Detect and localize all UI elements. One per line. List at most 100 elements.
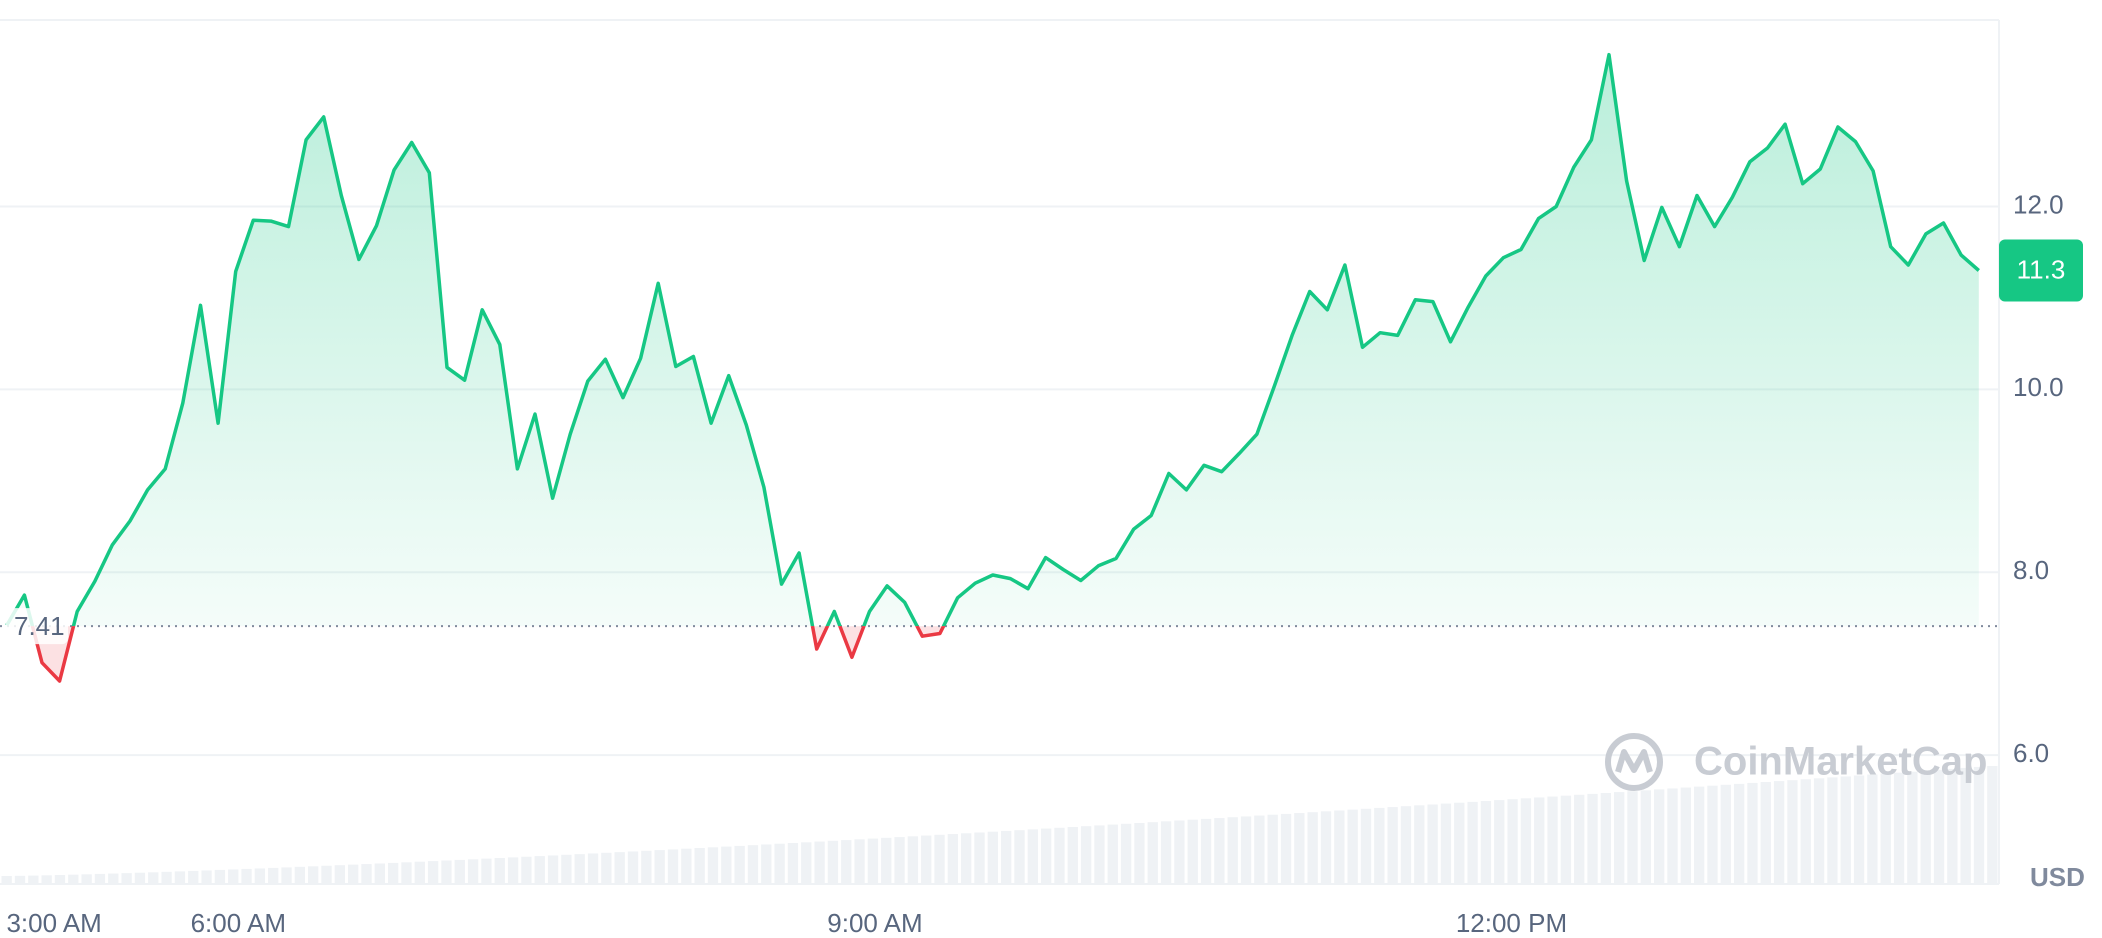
volume-bar — [1054, 827, 1065, 884]
volume-bar — [614, 852, 625, 884]
volume-bar — [1733, 783, 1745, 884]
volume-bar — [214, 869, 226, 884]
volume-bar — [1307, 812, 1318, 884]
volume-bar — [1494, 800, 1505, 884]
watermark: CoinMarketCap — [1694, 740, 1987, 784]
volume-bar — [361, 864, 372, 884]
volume-bar — [1534, 797, 1545, 884]
volume-bar — [374, 863, 385, 884]
volume-bar — [534, 856, 545, 884]
volume-bar — [1640, 790, 1652, 884]
volume-bar — [1267, 814, 1278, 884]
volume-bar — [134, 872, 146, 884]
volume-bar — [827, 840, 839, 884]
volume-bar — [14, 875, 26, 884]
volume-bar — [294, 866, 306, 884]
volume-bar — [1760, 782, 1771, 884]
volume-bar — [188, 870, 199, 884]
baseline-label: 7.41 — [14, 611, 65, 641]
volume-bar — [1480, 800, 1492, 884]
area-down — [32, 626, 944, 681]
price-tag — [1999, 239, 2083, 302]
volume-bar — [1840, 776, 1851, 884]
baseline-label-bg — [6, 608, 68, 645]
volume-bar — [1440, 803, 1452, 884]
volume-bar — [1600, 792, 1612, 884]
volume-bar — [148, 872, 159, 884]
volume-bar — [1853, 775, 1865, 884]
volume-bar — [854, 839, 865, 884]
volume-bar — [587, 853, 599, 884]
volume-bar — [334, 865, 345, 884]
volume-bar — [1933, 769, 1945, 884]
volume-bar — [814, 841, 825, 884]
volume-bar — [894, 837, 905, 884]
volume-bar — [747, 845, 759, 884]
volume-bar — [1001, 830, 1012, 884]
volume-bar — [1187, 819, 1198, 884]
volume-bar — [1454, 802, 1465, 884]
watermark-logo — [1605, 733, 1663, 791]
volume-bar — [254, 868, 266, 884]
volume-bar — [1520, 798, 1532, 884]
volume-bar — [54, 875, 66, 884]
volume-bar — [308, 866, 319, 884]
volume-bar — [1227, 817, 1238, 884]
volume-bar — [841, 840, 852, 884]
volume-bar — [1893, 772, 1905, 884]
volume-bar — [1427, 804, 1438, 884]
volume-bar — [707, 847, 719, 884]
volume-bar — [1507, 799, 1518, 884]
volume-bar — [1987, 766, 1998, 884]
currency-label: USD — [2030, 862, 2085, 892]
volume-bar — [507, 857, 519, 884]
x-tick-label: 6:00 AM — [191, 908, 286, 938]
volume-bar — [627, 851, 639, 884]
volume-bar — [961, 833, 972, 884]
volume-bar — [947, 834, 959, 884]
volume-bar — [1014, 830, 1025, 884]
area-up — [6, 54, 1979, 627]
volume-bar — [347, 864, 359, 884]
volume-bar — [1067, 826, 1078, 884]
volume-bar — [641, 850, 652, 884]
volume-bar — [121, 873, 132, 884]
volume-bar — [108, 873, 119, 884]
y-tick-label: 6.0 — [2013, 738, 2049, 768]
volume-bar — [1654, 789, 1665, 884]
volume-bar — [881, 837, 892, 884]
volume-bar — [1614, 792, 1625, 884]
volume-bar — [1280, 813, 1292, 884]
volume-bar — [1214, 818, 1225, 884]
volume-bar — [1787, 780, 1798, 884]
volume-bar — [1, 876, 12, 884]
volume-bar — [68, 874, 79, 884]
volume-bar — [1680, 787, 1691, 884]
volume-bar — [667, 849, 679, 884]
volume-bar — [547, 855, 559, 884]
volume-bar — [268, 867, 279, 884]
volume-bar — [1813, 778, 1825, 884]
y-tick-label: 12.0 — [2013, 189, 2064, 219]
volume-bar — [427, 861, 439, 884]
price-tag-label: 11.3 — [2017, 254, 2066, 284]
volume-bar — [467, 859, 479, 884]
volume-bar — [974, 832, 985, 884]
volume-bar — [1800, 779, 1811, 884]
volume-bar — [1907, 771, 1918, 884]
volume-bar — [654, 850, 665, 884]
y-tick-label: 10.0 — [2013, 372, 2064, 402]
volume-bar — [228, 869, 239, 884]
volume-bar — [281, 867, 292, 884]
volume-bar — [561, 854, 572, 884]
volume-bar — [721, 846, 732, 884]
volume-bar — [734, 845, 745, 884]
volume-bar — [1667, 788, 1678, 884]
volume-bar — [481, 858, 492, 884]
volume-bar — [1467, 801, 1478, 884]
volume-bar — [81, 874, 92, 884]
volume-bar — [28, 875, 39, 884]
volume-bar — [1587, 793, 1598, 884]
x-tick-label: 9:00 AM — [827, 908, 922, 938]
